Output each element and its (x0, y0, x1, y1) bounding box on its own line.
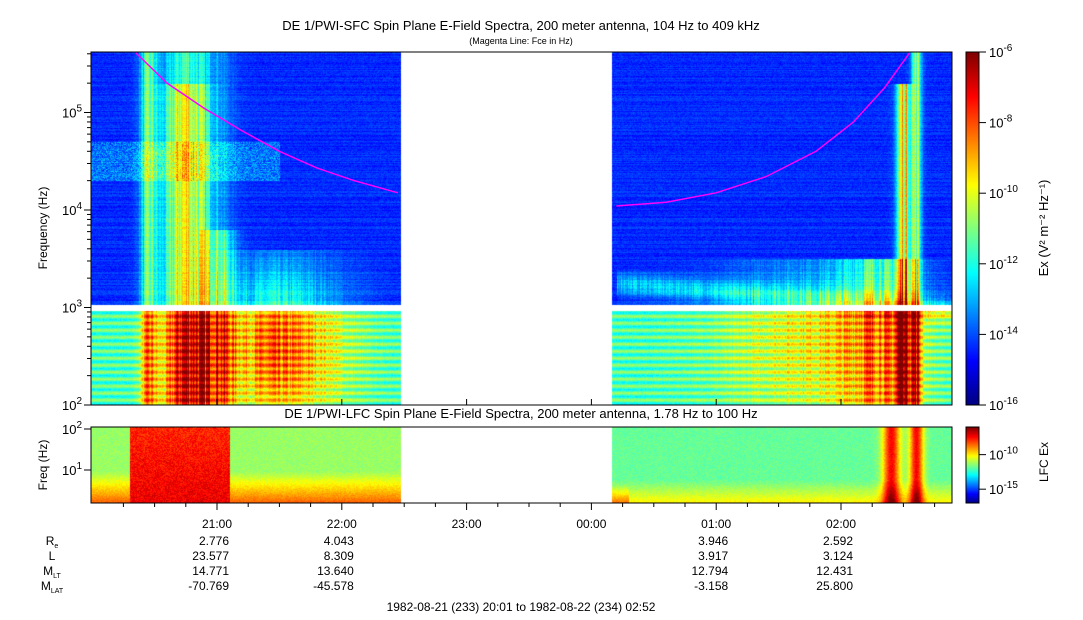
sfc-colorbar-tick-label: 10-16 (989, 396, 1018, 413)
ephemeris-value: 8.309 (324, 549, 354, 563)
fce-line (135, 52, 399, 194)
sfc-colorbar-tick-label: 10-12 (989, 255, 1018, 272)
ephemeris-value: 3.946 (698, 534, 728, 548)
top-panel-subtitle: (Magenta Line: Fce in Hz) (469, 36, 573, 46)
ephemeris-value: 4.043 (324, 534, 354, 548)
x-tick-label: 22:00 (327, 517, 357, 531)
lfc-colorbar-tick-label: 10-10 (989, 446, 1018, 463)
bottom-panel-frame (90, 426, 953, 504)
sfc-colorbar-tick-label: 10-6 (989, 43, 1013, 60)
top-ylabel: Frequency (Hz) (36, 187, 50, 270)
x-tick-label: 01:00 (701, 517, 731, 531)
sfc-colorbar-tick-label: 10-10 (989, 184, 1018, 201)
top-ytick-label: 103 (62, 299, 82, 316)
ephemeris-value: 12.431 (816, 564, 853, 578)
ephemeris-value: 3.124 (823, 549, 853, 563)
fce-line (616, 52, 911, 207)
top-ytick-label: 105 (62, 104, 82, 121)
ephemeris-row-label: MLT (43, 564, 61, 580)
lfc-colorbar-frame (965, 426, 980, 504)
bottom-panel-title: DE 1/PWI-LFC Spin Plane E-Field Spectra,… (284, 406, 757, 421)
sfc-colorbar-frame (965, 51, 980, 406)
ephemeris-row-label: Re (46, 534, 59, 550)
x-tick-label: 02:00 (826, 517, 856, 531)
bottom-ytick-label: 102 (62, 420, 82, 437)
sfc-colorbar-tick-label: 10-8 (989, 114, 1013, 131)
top-panel-frame (90, 51, 953, 406)
top-panel-title: DE 1/PWI-SFC Spin Plane E-Field Spectra,… (282, 18, 760, 33)
ephemeris-value: -70.769 (188, 579, 229, 593)
top-ytick-label: 102 (62, 396, 82, 413)
sfc-colorbar-tick-label: 10-14 (989, 325, 1018, 342)
top-ytick-label: 104 (62, 201, 82, 218)
ephemeris-value: 13.640 (317, 564, 354, 578)
bottom-ylabel: Freq (Hz) (36, 440, 50, 491)
ephemeris-value: -3.158 (694, 579, 728, 593)
ephemeris-value: -45.578 (313, 579, 354, 593)
ephemeris-value: 12.794 (691, 564, 728, 578)
lfc-colorbar-label: LFC Ex (1037, 442, 1051, 482)
ephemeris-row-label: L (49, 549, 56, 563)
ephemeris-value: 25.800 (816, 579, 853, 593)
ephemeris-row-label: MLAT (41, 579, 64, 595)
x-tick-label: 00:00 (576, 517, 606, 531)
ephemeris-value: 2.776 (199, 534, 229, 548)
x-tick-label: 23:00 (452, 517, 482, 531)
x-tick-label: 21:00 (202, 517, 232, 531)
time-span-label: 1982-08-21 (233) 20:01 to 1982-08-22 (23… (387, 600, 656, 614)
ephemeris-value: 23.577 (192, 549, 229, 563)
bottom-ytick-label: 101 (62, 461, 82, 478)
lfc-colorbar-tick-label: 10-15 (989, 480, 1018, 497)
ephemeris-value: 2.592 (823, 534, 853, 548)
sfc-colorbar-label: Ex (V² m⁻² Hz⁻¹) (1036, 180, 1051, 277)
ephemeris-value: 3.917 (698, 549, 728, 563)
ephemeris-value: 14.771 (192, 564, 229, 578)
